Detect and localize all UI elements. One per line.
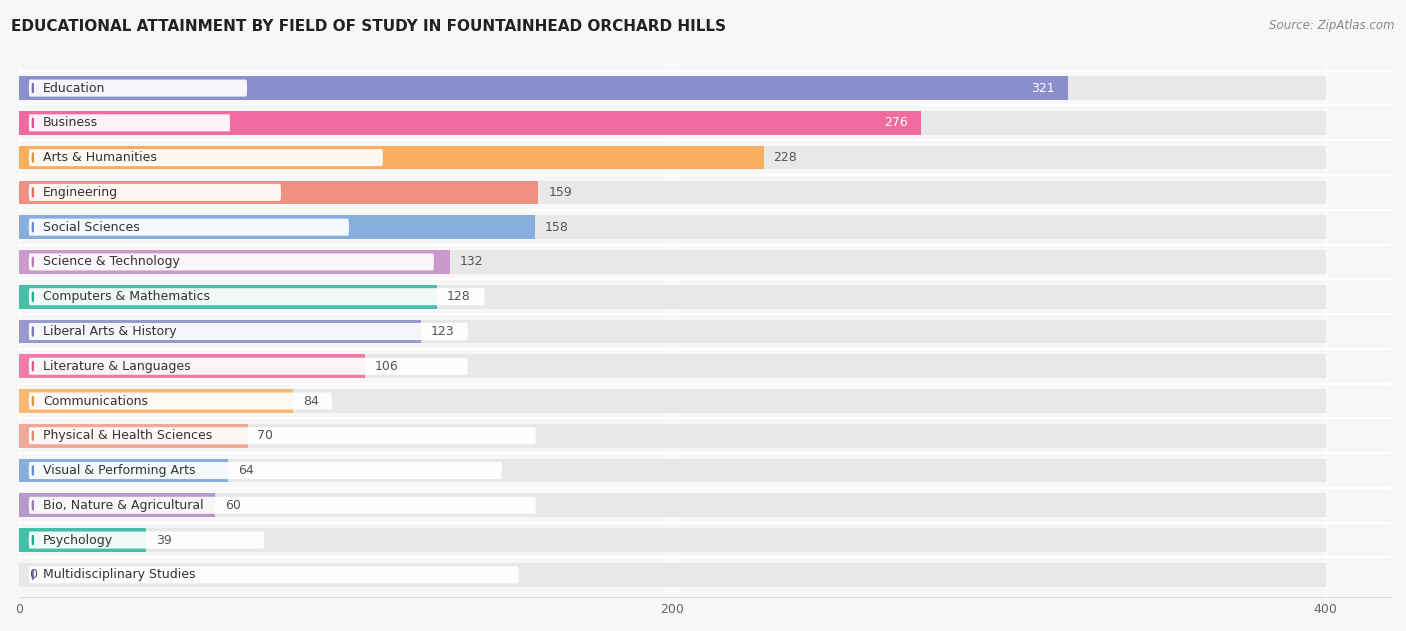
Bar: [20, 528, 1326, 552]
Bar: [20, 111, 1326, 134]
Bar: [20, 250, 1326, 274]
Bar: [20, 215, 1326, 239]
FancyBboxPatch shape: [28, 219, 349, 235]
Text: Multidisciplinary Studies: Multidisciplinary Studies: [44, 569, 195, 581]
FancyBboxPatch shape: [28, 184, 281, 201]
FancyBboxPatch shape: [28, 392, 332, 410]
Text: 0: 0: [28, 569, 37, 581]
FancyBboxPatch shape: [28, 288, 485, 305]
Text: 159: 159: [548, 186, 572, 199]
Bar: [20, 424, 1326, 447]
Text: Arts & Humanities: Arts & Humanities: [44, 151, 157, 164]
Text: 158: 158: [546, 221, 569, 233]
FancyBboxPatch shape: [28, 427, 536, 444]
Bar: [20, 320, 1326, 343]
Text: 64: 64: [238, 464, 253, 477]
Text: 132: 132: [460, 256, 484, 268]
Text: 276: 276: [884, 116, 907, 129]
Text: 228: 228: [773, 151, 797, 164]
Bar: [20, 285, 1326, 309]
Text: 106: 106: [375, 360, 399, 373]
Bar: [20, 355, 366, 378]
Bar: [20, 459, 1326, 482]
Text: Visual & Performing Arts: Visual & Performing Arts: [44, 464, 195, 477]
Bar: [20, 459, 228, 482]
Bar: [20, 285, 437, 309]
Bar: [20, 215, 536, 239]
FancyBboxPatch shape: [28, 114, 231, 131]
Bar: [20, 355, 1326, 378]
Text: Business: Business: [44, 116, 98, 129]
Text: 39: 39: [156, 534, 172, 546]
FancyBboxPatch shape: [28, 531, 264, 548]
Bar: [20, 180, 538, 204]
FancyBboxPatch shape: [28, 254, 434, 271]
Bar: [20, 180, 1326, 204]
Bar: [20, 493, 215, 517]
FancyBboxPatch shape: [28, 567, 519, 583]
Text: 128: 128: [447, 290, 471, 303]
FancyBboxPatch shape: [28, 80, 247, 97]
Bar: [20, 146, 1326, 170]
Text: 60: 60: [225, 499, 240, 512]
FancyBboxPatch shape: [28, 462, 502, 479]
Text: EDUCATIONAL ATTAINMENT BY FIELD OF STUDY IN FOUNTAINHEAD ORCHARD HILLS: EDUCATIONAL ATTAINMENT BY FIELD OF STUDY…: [11, 19, 727, 34]
Bar: [20, 493, 1326, 517]
Bar: [20, 320, 420, 343]
Bar: [20, 76, 1067, 100]
Text: Physical & Health Sciences: Physical & Health Sciences: [44, 429, 212, 442]
Text: Literature & Languages: Literature & Languages: [44, 360, 191, 373]
Text: Computers & Mathematics: Computers & Mathematics: [44, 290, 209, 303]
Text: 84: 84: [304, 394, 319, 408]
FancyBboxPatch shape: [28, 323, 468, 340]
FancyBboxPatch shape: [28, 149, 382, 166]
Text: Science & Technology: Science & Technology: [44, 256, 180, 268]
Text: Bio, Nature & Agricultural: Bio, Nature & Agricultural: [44, 499, 204, 512]
Text: Source: ZipAtlas.com: Source: ZipAtlas.com: [1270, 19, 1395, 32]
FancyBboxPatch shape: [28, 497, 536, 514]
Bar: [20, 250, 450, 274]
FancyBboxPatch shape: [28, 358, 468, 375]
Bar: [20, 389, 294, 413]
Text: Psychology: Psychology: [44, 534, 112, 546]
Text: 123: 123: [430, 325, 454, 338]
Text: Social Sciences: Social Sciences: [44, 221, 139, 233]
Text: Liberal Arts & History: Liberal Arts & History: [44, 325, 177, 338]
Text: 70: 70: [257, 429, 273, 442]
Text: 321: 321: [1031, 81, 1054, 95]
Text: Communications: Communications: [44, 394, 148, 408]
Bar: [20, 424, 247, 447]
Bar: [20, 563, 1326, 587]
Bar: [20, 111, 921, 134]
Text: Engineering: Engineering: [44, 186, 118, 199]
Bar: [20, 146, 763, 170]
Bar: [20, 528, 146, 552]
Text: Education: Education: [44, 81, 105, 95]
Bar: [20, 76, 1326, 100]
Bar: [20, 389, 1326, 413]
